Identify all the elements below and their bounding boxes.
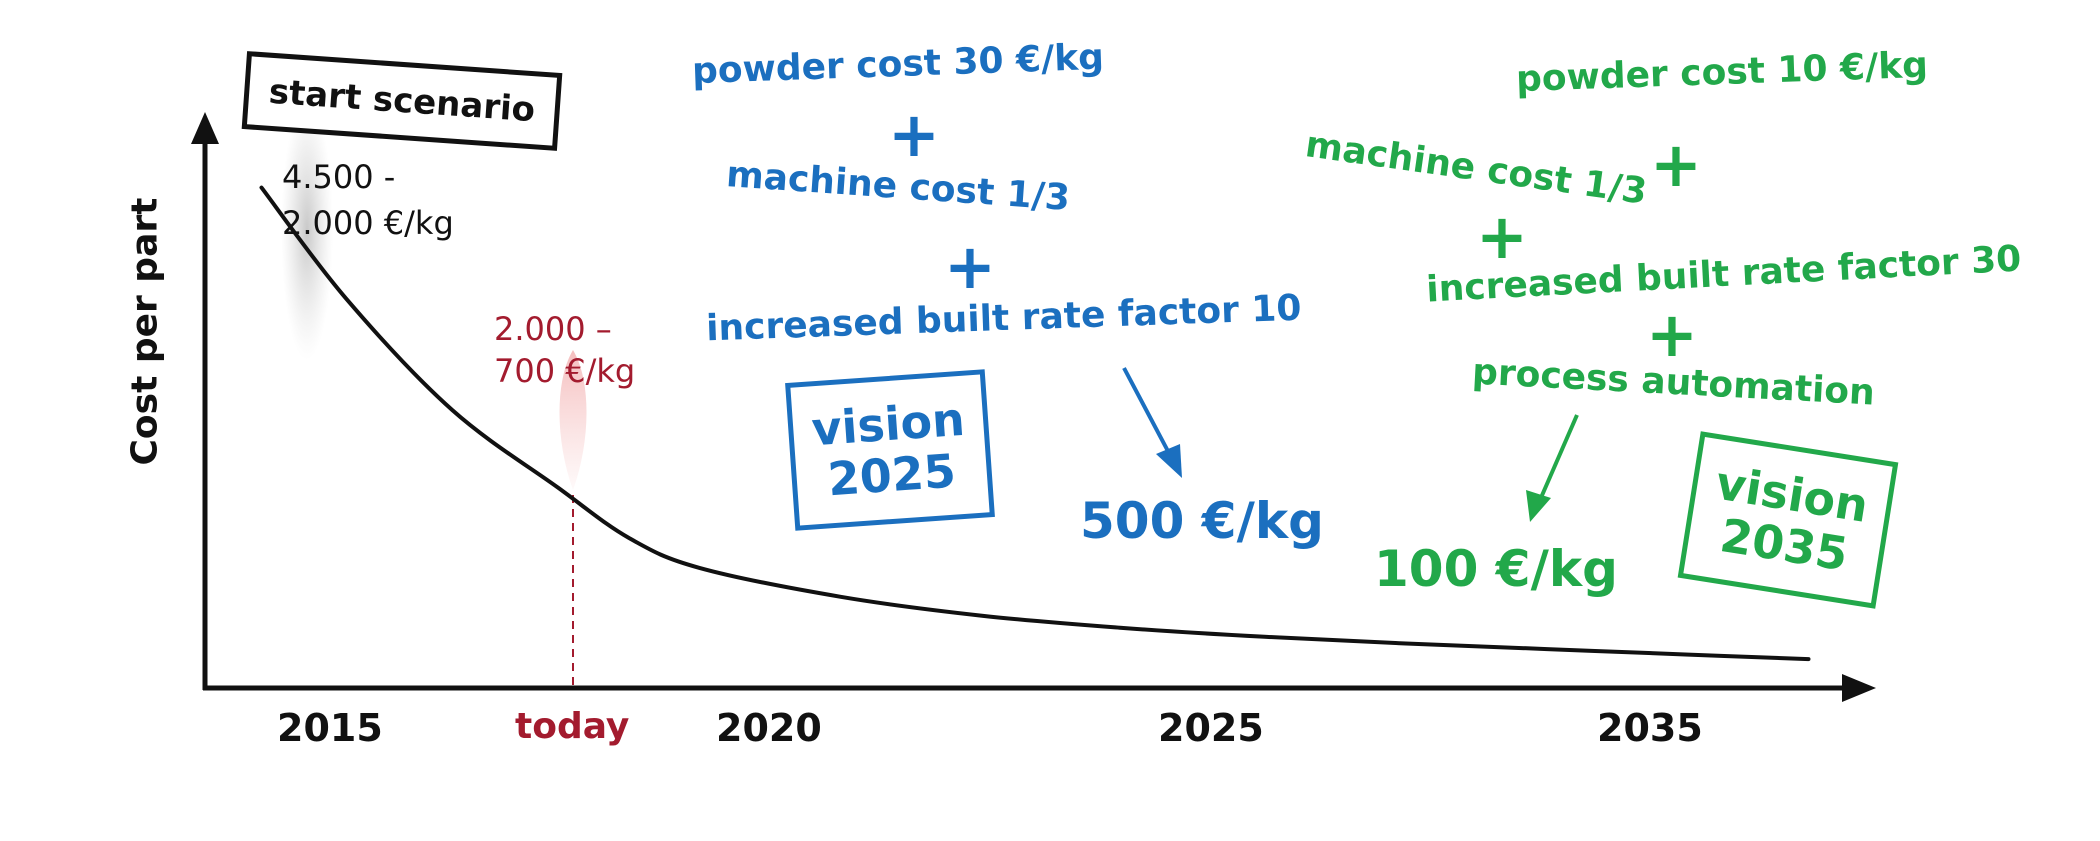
x-tick-label-2015: 2015 (277, 706, 383, 750)
x-tick-label-2035: 2035 (1597, 706, 1703, 750)
vision-2035-arrow-line (1538, 414, 1579, 501)
x-tick-label-2025: 2025 (1158, 706, 1264, 750)
vision-2025-arrow-head (1156, 444, 1182, 478)
start-range-line-1: 4.500 - (282, 158, 396, 196)
vision-2035-box: vision 2035 (1677, 431, 1899, 609)
x-tick-label-today: today (515, 706, 630, 747)
y-axis-label: Cost per part (124, 197, 166, 466)
start-scenario-label: start scenario (267, 71, 537, 131)
vision-2025-box-line-2: 2025 (826, 443, 958, 507)
vision-2035-plus-3: + (1646, 298, 1698, 371)
today-range-glow (559, 350, 587, 490)
vision-2025-plus-2: + (944, 230, 996, 303)
vision-2035-arrow-head (1526, 490, 1551, 522)
today-range-line-2: 700 €/kg (494, 352, 636, 390)
vision-2035-plus-1: + (1650, 128, 1702, 201)
start-range-glow (281, 100, 333, 360)
x-axis-arrow (1842, 674, 1876, 702)
vision-2035-plus-2: + (1476, 200, 1528, 273)
vision-2035-result: 100 €/kg (1374, 540, 1618, 598)
cost-curve-series (259, 185, 1811, 662)
vision-2025-plus-1: + (888, 98, 940, 171)
vision-2025-result: 500 €/kg (1080, 492, 1324, 550)
today-range-line-1: 2.000 – (494, 310, 612, 348)
vision-2025-box: vision 2025 (785, 369, 995, 531)
start-range-line-2: 2.000 €/kg (282, 204, 454, 242)
vision-2025-arrow-line (1122, 367, 1172, 456)
x-tick-label-2020: 2020 (716, 706, 822, 750)
y-axis-arrow (191, 112, 219, 144)
